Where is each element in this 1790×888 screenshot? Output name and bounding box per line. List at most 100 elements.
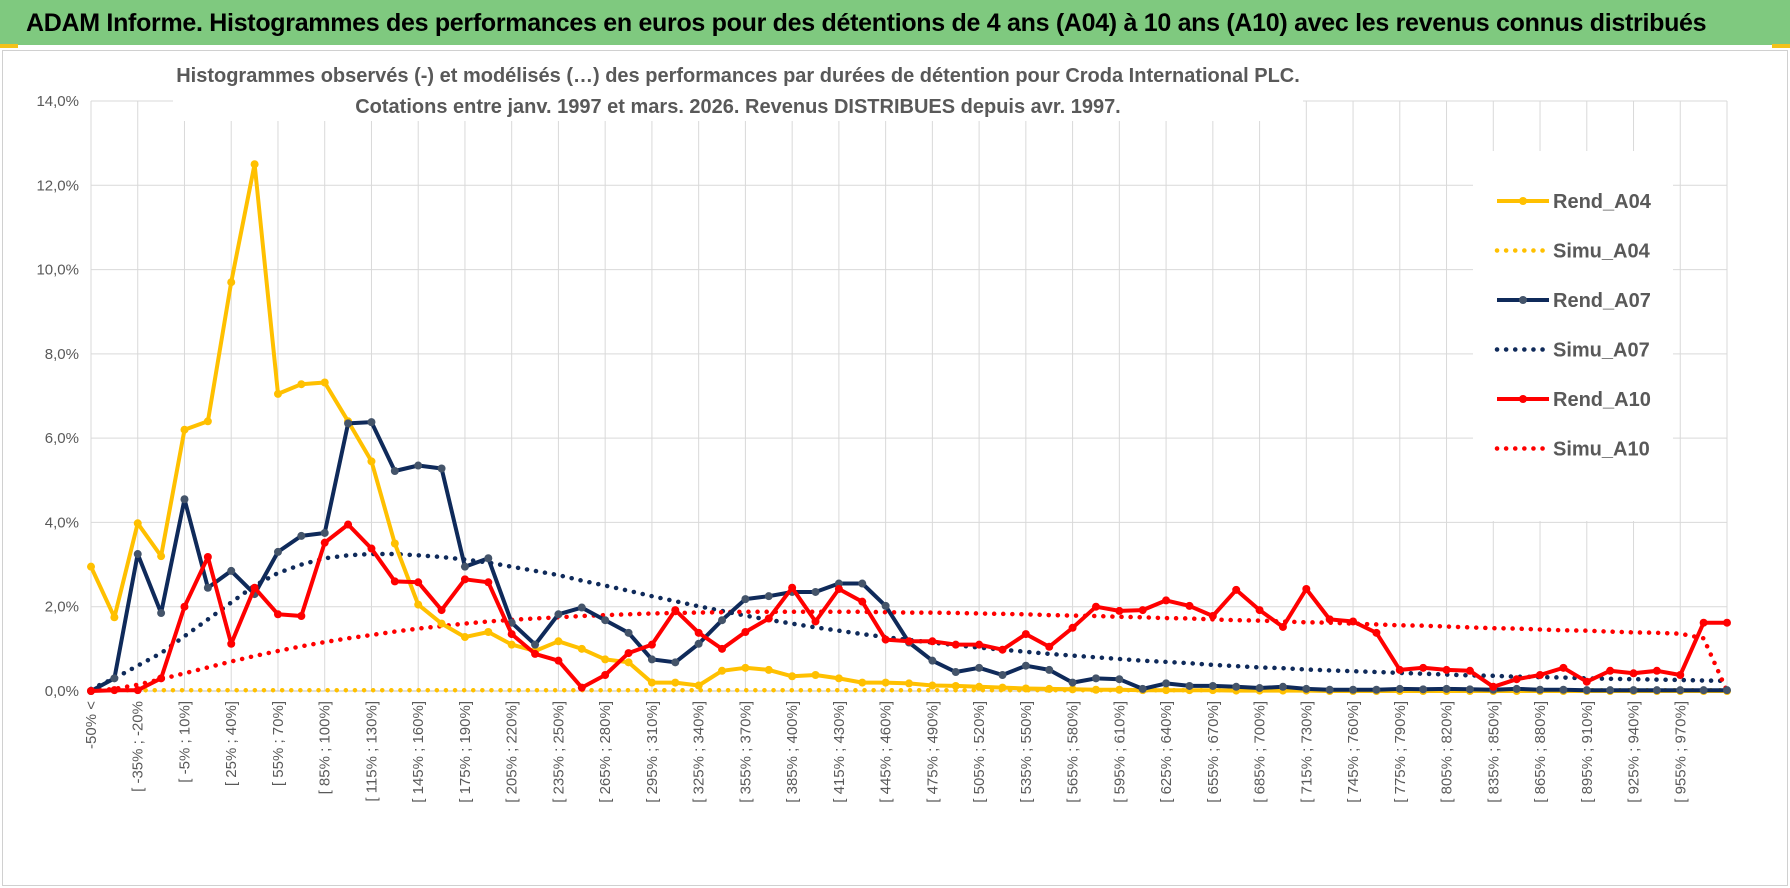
x-tick-label: [ -5% ; 10%] — [176, 701, 193, 783]
data-point-Rend_A04 — [1115, 685, 1124, 694]
data-point-Rend_A10 — [718, 644, 727, 653]
data-point-Rend_A07 — [928, 656, 937, 665]
data-point-Rend_A07 — [1465, 685, 1474, 694]
series-line-Rend_A10 — [90, 522, 1727, 693]
legend-label: Simu_A10 — [1553, 439, 1650, 461]
data-point-Rend_A07 — [1512, 684, 1521, 693]
data-point-Rend_A10 — [437, 606, 446, 615]
report-title: ADAM Informe. Histogrammes des performan… — [26, 9, 1707, 37]
x-tick-label: [ 625% ; 640%] — [1158, 701, 1175, 803]
data-point-Rend_A10 — [273, 610, 282, 619]
legend-label: Simu_A04 — [1553, 241, 1651, 263]
data-point-Rend_A04 — [718, 666, 727, 675]
data-point-Rend_A04 — [1162, 686, 1171, 695]
data-point-Rend_A04 — [928, 681, 937, 690]
data-point-Rend_A10 — [1208, 611, 1217, 620]
data-point-Rend_A07 — [601, 616, 610, 625]
data-point-Rend_A10 — [157, 674, 166, 683]
data-point-Rend_A10 — [741, 628, 750, 636]
x-tick-label: [ 295% ; 310%] — [644, 701, 661, 803]
data-point-Rend_A10 — [1278, 622, 1287, 631]
data-point-Rend_A07 — [203, 583, 212, 592]
series-Rend_A10 — [87, 520, 1731, 695]
data-point-Rend_A10 — [1349, 617, 1358, 626]
data-point-Rend_A04 — [157, 552, 166, 561]
data-point-Rend_A07 — [858, 579, 867, 588]
data-point-Rend_A10 — [671, 606, 680, 615]
x-tick-label: [ 175% ; 190%] — [457, 701, 474, 803]
data-point-Rend_A07 — [1349, 685, 1358, 694]
legend-label: Rend_A04 — [1553, 191, 1652, 213]
data-point-Rend_A07 — [1536, 685, 1545, 694]
x-tick-label: [ 865% ; 880%] — [1532, 701, 1549, 803]
data-point-Rend_A10 — [297, 611, 306, 620]
data-point-Rend_A07 — [344, 419, 353, 428]
legend-label: Simu_A07 — [1553, 340, 1650, 362]
data-point-Rend_A10 — [601, 670, 610, 679]
data-point-Rend_A04 — [624, 658, 633, 667]
data-point-Rend_A07 — [741, 595, 750, 604]
x-tick-label: -50% < — [83, 701, 100, 749]
data-point-Rend_A04 — [87, 562, 95, 571]
data-point-Rend_A04 — [905, 679, 913, 688]
data-point-Rend_A10 — [1395, 665, 1404, 674]
data-point-Rend_A07 — [367, 418, 376, 427]
data-point-Rend_A04 — [110, 613, 119, 622]
data-point-Rend_A07 — [1395, 684, 1404, 693]
x-tick-label: [ 835% ; 850%] — [1485, 701, 1502, 803]
data-point-Rend_A10 — [1419, 663, 1428, 672]
data-point-Rend_A10 — [227, 639, 236, 648]
data-point-Rend_A04 — [320, 378, 329, 387]
data-point-Rend_A07 — [834, 579, 843, 588]
data-point-Rend_A10 — [1699, 618, 1708, 627]
chart-title-line1: Histogrammes observés (-) et modélisés (… — [176, 65, 1300, 87]
x-tick-label: [ 565% ; 580%] — [1065, 701, 1082, 803]
data-point-Rend_A07 — [647, 655, 656, 664]
data-point-Rend_A07 — [764, 592, 773, 601]
data-point-Rend_A07 — [998, 670, 1007, 679]
data-point-Rend_A07 — [1115, 675, 1124, 684]
legend-item-Simu_A07: Simu_A07 — [1494, 340, 1650, 362]
data-point-Rend_A07 — [273, 547, 282, 556]
data-point-Rend_A04 — [390, 539, 399, 548]
x-tick-label: [ 385% ; 400%] — [784, 701, 801, 803]
data-point-Rend_A10 — [905, 637, 913, 646]
data-point-Rend_A04 — [414, 600, 423, 609]
data-point-Rend_A10 — [1091, 602, 1100, 611]
x-tick-label: [ 85% ; 100%] — [317, 701, 334, 794]
data-point-Rend_A10 — [834, 585, 843, 594]
data-point-Rend_A07 — [484, 554, 493, 563]
data-point-Rend_A07 — [1185, 681, 1194, 690]
data-point-Rend_A04 — [601, 655, 610, 664]
series-group — [87, 160, 1731, 695]
data-point-Rend_A07 — [951, 668, 960, 677]
data-point-Rend_A07 — [1606, 686, 1615, 695]
data-point-Rend_A10 — [1536, 670, 1545, 679]
x-tick-labels: -50% < [ -35% ; -20% [ -5% ; 10%] [ 25% ; 4… — [83, 701, 1689, 803]
data-point-Rend_A07 — [460, 562, 469, 571]
data-point-Rend_A04 — [297, 380, 306, 389]
data-point-Rend_A07 — [531, 640, 540, 649]
legend-item-Simu_A10: Simu_A10 — [1494, 439, 1650, 461]
legend-marker — [1519, 395, 1527, 403]
legend-item-Rend_A07: Rend_A07 — [1497, 290, 1651, 312]
data-point-Rend_A10 — [788, 583, 797, 592]
data-point-Rend_A10 — [507, 630, 516, 639]
x-tick-label: [ 25% ; 40%] — [223, 701, 240, 786]
data-point-Rend_A04 — [460, 633, 469, 642]
series-line-Simu_A07 — [88, 551, 1730, 692]
data-point-Rend_A10 — [858, 597, 867, 606]
data-point-Rend_A04 — [1021, 684, 1030, 693]
data-point-Rend_A10 — [1068, 623, 1077, 632]
data-point-Rend_A07 — [1138, 684, 1147, 693]
data-point-Rend_A04 — [273, 389, 282, 398]
data-point-Rend_A10 — [1138, 606, 1147, 615]
data-point-Rend_A10 — [1021, 630, 1030, 639]
data-point-Rend_A04 — [694, 681, 703, 690]
data-point-Rend_A04 — [834, 674, 843, 683]
data-point-Rend_A04 — [788, 672, 797, 681]
x-tick-label: [ 535% ; 550%] — [1018, 701, 1035, 803]
data-point-Rend_A10 — [110, 686, 119, 695]
data-point-Rend_A10 — [1512, 675, 1521, 684]
x-tick-label: [ 115% ; 130%] — [363, 701, 380, 802]
